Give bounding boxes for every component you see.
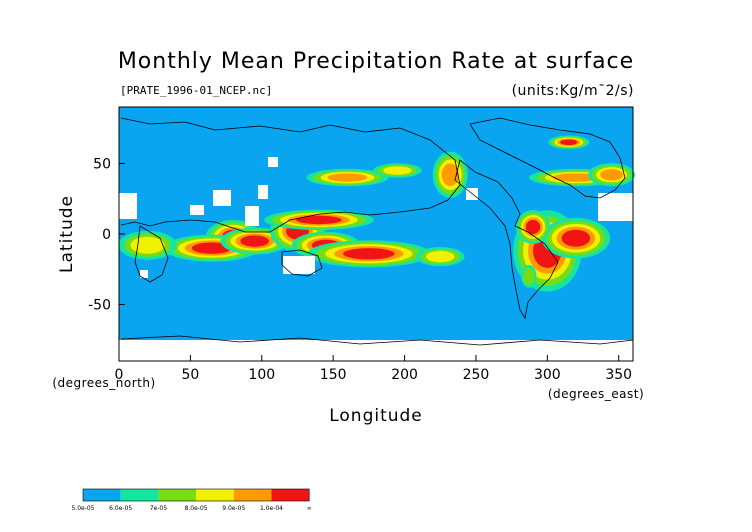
precip-contour-level-3 xyxy=(130,236,165,254)
y-axis-label: Latitude xyxy=(57,195,77,273)
colorbar-swatch xyxy=(233,489,272,501)
colorbar-swatch xyxy=(120,489,159,501)
colorbar: 5.0e-05 6.0e-05 7e-05 8.0e-05 9.0e-05 1.0e-04… xyxy=(71,488,312,512)
units-label: (units:Kg/m¯2/s) xyxy=(512,83,634,99)
x-tick-label: 250 xyxy=(463,367,490,383)
colorbar-label: 1.0e-04 xyxy=(260,505,283,512)
colorbar-label: ∞ xyxy=(307,505,312,512)
precip-contour-level-5 xyxy=(561,229,591,247)
precip-region xyxy=(432,151,468,198)
precip-region xyxy=(588,163,635,187)
x-tick-label: 100 xyxy=(248,367,275,383)
x-tick-label: 0 xyxy=(115,367,124,383)
plot-area: 0 50 100 150 200 250 300 350 -50 0 50 xyxy=(88,106,635,383)
precipitation-layer xyxy=(118,135,635,292)
y-tick-label: 50 xyxy=(93,156,111,172)
precip-contour-level-5 xyxy=(296,215,342,225)
precip-contour-level-4 xyxy=(327,173,368,182)
precip-region xyxy=(415,246,465,267)
precip-region xyxy=(307,240,431,268)
colorbar-frame xyxy=(82,488,310,502)
precip-contour-level-2 xyxy=(523,267,535,285)
precip-region xyxy=(548,135,590,150)
x-unit-label: (degrees_east) xyxy=(548,387,644,401)
precip-contour-level-4 xyxy=(441,163,459,187)
precip-contour-level-5 xyxy=(560,139,578,146)
precip-region xyxy=(515,210,551,244)
colorbar-label: 9.0e-05 xyxy=(222,505,245,512)
x-tick-label: 50 xyxy=(181,367,199,383)
precip-region xyxy=(373,163,422,178)
colorbar-swatch xyxy=(158,489,197,501)
x-tick-label: 300 xyxy=(534,367,561,383)
precip-contour-level-4 xyxy=(553,173,599,182)
precip-contour-level-3 xyxy=(383,166,412,175)
colorbar-swatch xyxy=(271,489,310,501)
precip-region xyxy=(521,264,537,288)
colorbar-swatch xyxy=(196,489,234,501)
y-axis-ticks: -50 0 50 xyxy=(88,156,125,314)
colorbar-label: 7e-05 xyxy=(150,505,167,512)
colorbar-label: 8.0e-05 xyxy=(185,505,208,512)
precip-region xyxy=(264,209,374,231)
x-axis-label: Longitude xyxy=(329,406,423,426)
y-tick-label: 0 xyxy=(102,227,111,243)
precip-contour-level-5 xyxy=(525,219,541,234)
precip-region xyxy=(220,227,289,255)
y-tick-label: -50 xyxy=(88,298,111,314)
chart-subtitle: [PRATE_1996-01_NCEP.nc] xyxy=(120,84,272,97)
precip-region xyxy=(118,230,177,260)
x-tick-label: 150 xyxy=(320,367,347,383)
precip-contour-level-3 xyxy=(425,250,455,263)
colorbar-label: 5.0e-05 xyxy=(71,505,94,512)
coastline-layer xyxy=(120,117,634,346)
precip-region xyxy=(306,168,389,187)
precip-region xyxy=(541,217,611,259)
chart-title: Monthly Mean Precipitation Rate at surfa… xyxy=(118,49,634,74)
missing-data-layer xyxy=(119,157,633,361)
y-unit-label: (degrees_north) xyxy=(52,376,155,390)
x-axis-ticks: 0 50 100 150 200 250 300 350 xyxy=(115,355,632,383)
colorbar-label: 6.0e-05 xyxy=(109,505,132,512)
x-tick-label: 350 xyxy=(605,367,632,383)
colorbar-swatch xyxy=(83,489,121,501)
x-tick-label: 200 xyxy=(391,367,418,383)
precip-contour-level-5 xyxy=(240,235,269,247)
precip-contour-level-4 xyxy=(600,169,624,181)
precip-contour-level-5 xyxy=(343,248,395,260)
precip-contour-level-5 xyxy=(191,242,232,254)
